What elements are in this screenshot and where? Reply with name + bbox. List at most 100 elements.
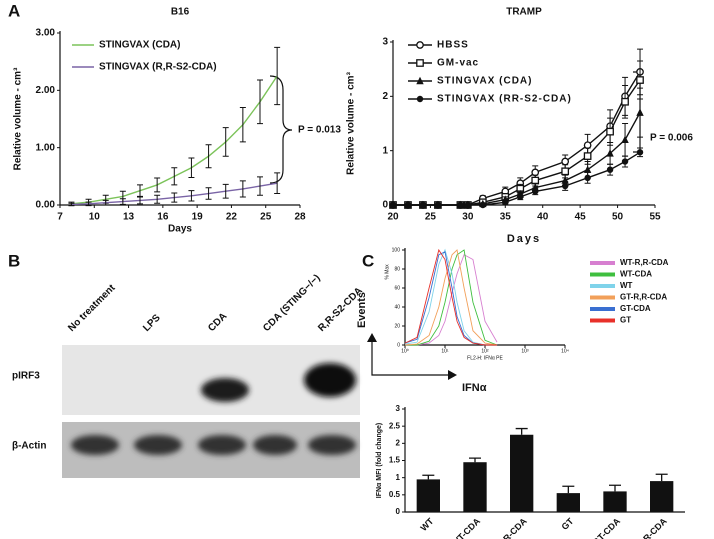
marker [404, 201, 412, 209]
marker [636, 76, 644, 84]
arrow-head [448, 370, 457, 380]
error-bar [137, 184, 143, 197]
y-axis-label: Events [356, 292, 368, 328]
marker [479, 201, 487, 209]
y-tick-label: 40 [394, 304, 400, 310]
arrow-head [367, 333, 377, 342]
error-bar [274, 46, 281, 106]
x-tick-label: 10⁰ [401, 348, 409, 354]
y-axis-label: Relative volume - cm³ [13, 67, 24, 170]
error-bar [102, 199, 109, 206]
x-tick-label: GT-CDA [591, 516, 623, 539]
legend-label: GM-vac [437, 58, 479, 69]
x-tick-label: 13 [123, 212, 135, 223]
x-tick-label: 30 [462, 212, 474, 223]
panel-letter: B [8, 251, 20, 270]
legend-label: STINGVAX (CDA) [99, 40, 180, 51]
error-bar [655, 473, 668, 482]
x-axis-label: IFNα [462, 382, 487, 394]
marker [583, 152, 592, 160]
y-tick-label: 0 [397, 342, 400, 348]
axis-line [404, 407, 685, 513]
lane-label: CDA (STING−/−) [261, 273, 322, 334]
x-tick-label: WT-CDA [450, 516, 483, 539]
legend-label: WT [620, 281, 633, 290]
legend-label: STINGVAX (CDA) [437, 76, 532, 87]
marker [464, 201, 472, 209]
legend-label: HBSS [437, 40, 469, 51]
x-tick-label: 50 [612, 212, 624, 223]
x-tick-label: WT [418, 516, 435, 533]
y-tick-label: 3 [396, 404, 401, 413]
legend-label: GT-CDA [620, 304, 651, 313]
series-line [405, 254, 498, 346]
error-bar [85, 201, 92, 207]
error-bar [68, 202, 75, 207]
significance-bracket [269, 75, 293, 184]
y-tick-label: 2.00 [36, 85, 56, 96]
marker [621, 158, 629, 165]
marker [621, 97, 629, 106]
y-tick-label: 0 [396, 507, 401, 516]
series-line [393, 151, 641, 206]
x-axis-label: Days [507, 233, 541, 245]
marker [434, 201, 442, 209]
marker [606, 166, 614, 173]
series-line [405, 249, 498, 346]
marker [561, 157, 570, 166]
error-bar [422, 474, 435, 480]
y-axis-label: IFNα MFI (fold change) [376, 423, 383, 498]
error-bar [469, 457, 481, 463]
x-tick-label: 10¹ [441, 348, 449, 354]
error-bar [274, 172, 281, 195]
x-tick-label: 10⁴ [561, 348, 569, 354]
marker [457, 201, 464, 209]
marker [561, 182, 569, 190]
error-bar [609, 484, 621, 492]
error-bar [257, 176, 263, 196]
x-tick-label: 35 [500, 212, 512, 223]
y-tick-label: 1.5 [389, 456, 401, 465]
legend-marker [416, 59, 424, 67]
error-bar [154, 177, 161, 193]
x-tick-label: 20 [387, 212, 399, 223]
error-bar [119, 198, 126, 205]
y-tick-label: 0 [382, 200, 388, 211]
legend-marker [416, 41, 424, 49]
error-bar [239, 180, 246, 198]
marker [502, 199, 509, 206]
y-tick-label: 20 [394, 323, 400, 329]
series-line [404, 248, 498, 346]
blot-band [304, 363, 356, 397]
bar [556, 493, 580, 512]
bar [416, 479, 440, 512]
blot-band [198, 435, 246, 455]
error-bar [222, 127, 229, 157]
lane-label: No treatment [66, 282, 118, 334]
x-tick-label: 40 [537, 212, 549, 223]
legend-label: STINGVAX (RR-S2-CDA) [437, 94, 572, 105]
marker [419, 201, 427, 209]
blot-band [134, 435, 182, 455]
error-bar [154, 194, 161, 204]
blot-panel: No treatment LPS CDA CDA (STING−/−) R,R-… [12, 273, 365, 478]
x-axis-text: FL2-H: IFNα PE [467, 355, 503, 361]
y-tick-label: 3 [382, 37, 388, 48]
x-tick-label: 16 [157, 212, 169, 223]
y-tick-label: 3.00 [36, 28, 56, 39]
error-bar [239, 107, 246, 143]
legend-marker [416, 95, 424, 103]
marker [583, 165, 592, 173]
y-tick-label: 1 [396, 473, 401, 482]
marker [389, 201, 397, 209]
error-bar [205, 144, 212, 169]
lane-label: LPS [141, 312, 163, 334]
marker [532, 188, 539, 195]
x-tick-label: 10 [89, 212, 101, 223]
bar [463, 462, 487, 512]
x-tick-label: 28 [294, 212, 306, 223]
error-bar [515, 427, 528, 435]
bar [650, 481, 674, 512]
error-bar [205, 187, 212, 200]
